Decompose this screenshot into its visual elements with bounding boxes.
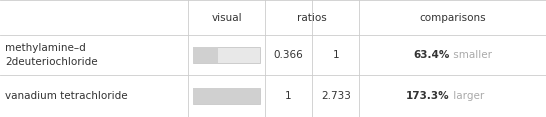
Bar — [193, 47, 260, 63]
Text: smaller: smaller — [450, 50, 492, 60]
Text: 1: 1 — [285, 91, 292, 101]
Bar — [193, 47, 217, 63]
Bar — [193, 88, 260, 104]
Text: 1: 1 — [333, 50, 339, 60]
Bar — [193, 88, 260, 104]
Text: 173.3%: 173.3% — [406, 91, 450, 101]
Text: ratios: ratios — [297, 13, 327, 23]
Text: larger: larger — [450, 91, 484, 101]
Text: vanadium tetrachloride: vanadium tetrachloride — [5, 91, 128, 101]
Text: visual: visual — [211, 13, 242, 23]
Text: methylamine–d
2deuteriochloride: methylamine–d 2deuteriochloride — [5, 43, 98, 67]
Text: 2.733: 2.733 — [321, 91, 351, 101]
Text: comparisons: comparisons — [419, 13, 486, 23]
Text: 63.4%: 63.4% — [413, 50, 450, 60]
Text: 0.366: 0.366 — [274, 50, 304, 60]
